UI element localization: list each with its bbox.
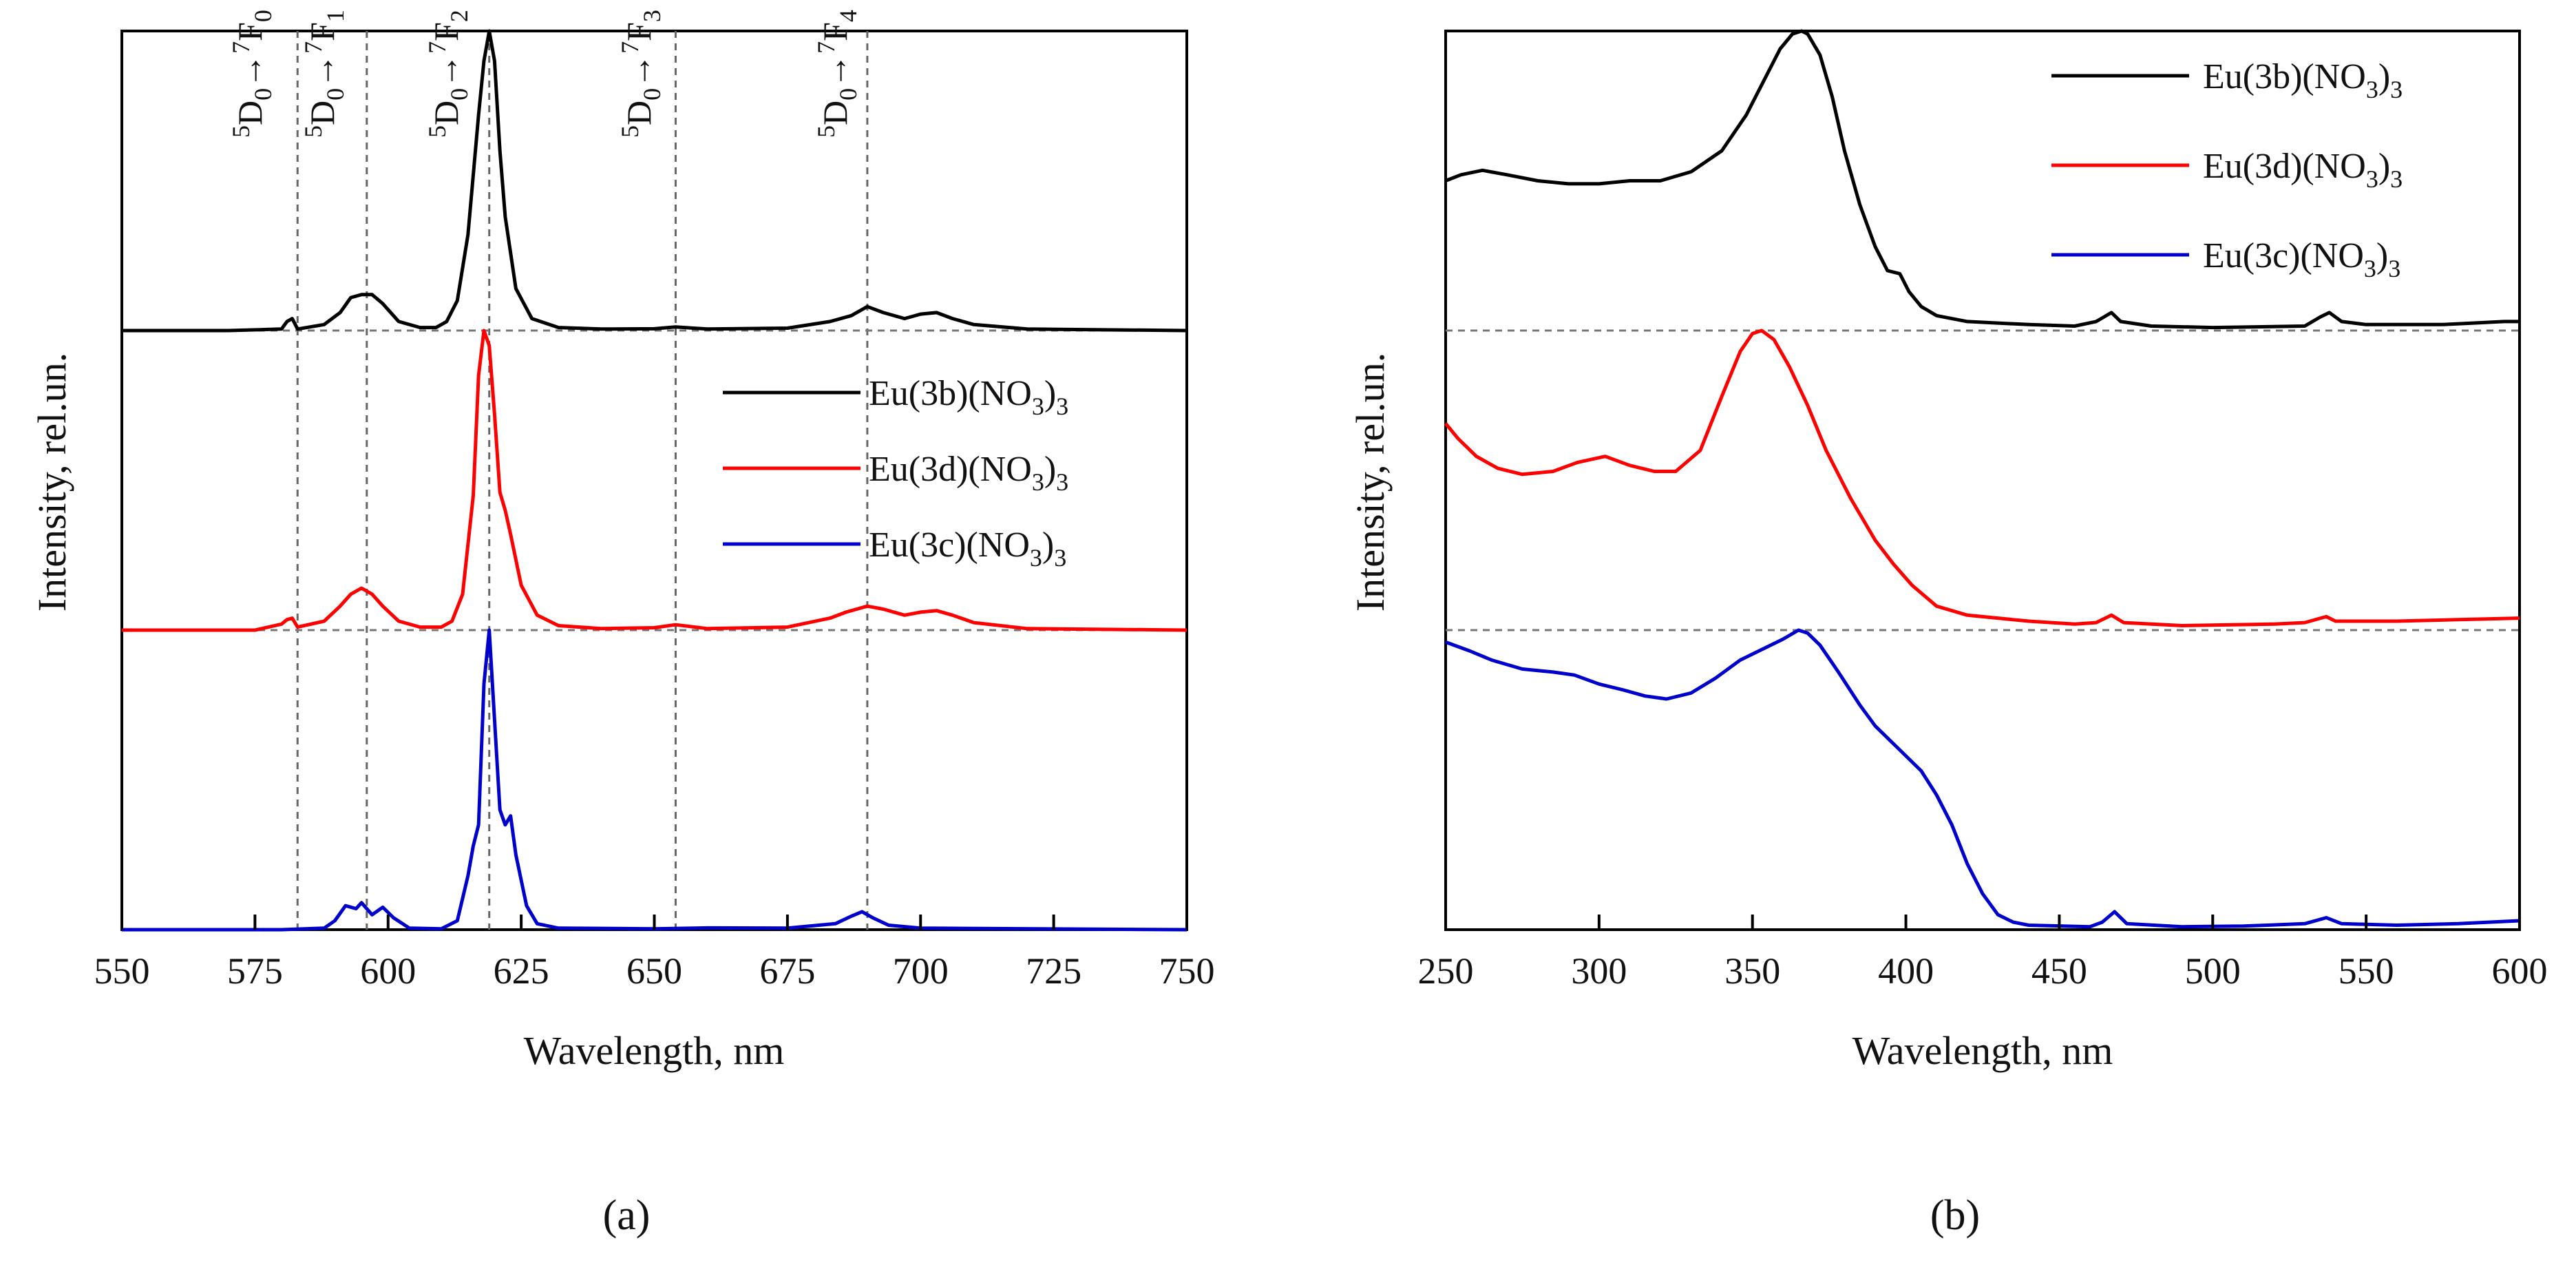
series-a — [122, 29, 1187, 932]
legend-label-3d-a: Eu(3d)(NO3)3 — [869, 450, 1068, 496]
transition-lines-a — [296, 31, 869, 930]
x-ticks-a: 550 575 600 625 650 675 700 725 750 — [94, 915, 1215, 992]
legend-b: Eu(3b)(NO3)3 Eu(3d)(NO3)3 Eu(3c)(NO3)3 — [2051, 57, 2403, 282]
x-tick-label-a-2: 575 — [227, 950, 283, 992]
transition-label-3: 5D0→7F2 — [423, 10, 473, 138]
y-axis-title-a: Intensity, rel.un. — [30, 353, 74, 612]
x-tick-label-b-5: 450 — [2031, 950, 2087, 992]
legend-label-3d-b: Eu(3d)(NO3)3 — [2203, 147, 2403, 193]
series-line-a-2 — [122, 328, 1187, 632]
y-axis-title-b: Intensity, rel.un. — [1348, 353, 1393, 612]
x-tick-label-b-1: 250 — [1418, 950, 1474, 992]
plot-frame-b — [1444, 30, 2521, 931]
series-line-b-2 — [1444, 328, 2520, 627]
x-tick-label-a-3: 600 — [360, 950, 416, 992]
x-tick-label-a-7: 700 — [893, 950, 949, 992]
transition-label-2: 5D0→7F1 — [299, 10, 349, 138]
baselines-b — [1446, 329, 2520, 631]
series-b — [1444, 29, 2520, 929]
legend-label-3c-a: Eu(3c)(NO3)3 — [869, 525, 1066, 572]
series-line-b-3 — [1445, 628, 2520, 929]
x-tick-label-a-9: 750 — [1159, 950, 1215, 992]
x-tick-label-a-6: 675 — [759, 950, 815, 992]
legend-label-3b-b: Eu(3b)(NO3)3 — [2203, 57, 2403, 103]
x-tick-label-a-4: 625 — [494, 950, 549, 992]
x-tick-label-b-4: 400 — [1878, 950, 1934, 992]
panel-a: 550 575 600 625 650 675 700 725 750 5D0→7F0 5D0→… — [30, 10, 1215, 1239]
series-line-b-1 — [1445, 29, 2520, 330]
x-tick-label-a-5: 650 — [626, 950, 682, 992]
x-tick-label-b-2: 300 — [1571, 950, 1627, 992]
x-tick-label-b-6: 500 — [2185, 950, 2241, 992]
transition-labels-a: 5D0→7F0 5D0→7F1 5D0→7F2 5D0→7F3 5D0→7F4 — [227, 10, 862, 138]
x-axis-title-a: Wavelength, nm — [524, 1028, 785, 1073]
legend-label-3c-b: Eu(3c)(NO3)3 — [2203, 236, 2400, 282]
transition-label-1: 5D0→7F0 — [227, 10, 277, 138]
panel-b: 250 300 350 400 450 500 550 600 Eu(3b)(NO3)3 Eu… — [1348, 29, 2548, 1239]
baselines-a — [122, 329, 1187, 631]
x-tick-label-b-8: 600 — [2492, 950, 2548, 992]
x-ticks-b: 250 300 350 400 450 500 550 600 — [1418, 915, 2548, 992]
panel-label-b: (b) — [1930, 1192, 1980, 1239]
transition-label-4: 5D0→7F3 — [616, 10, 666, 138]
series-line-a-3 — [122, 628, 1187, 932]
transition-label-5: 5D0→7F4 — [812, 10, 862, 138]
x-tick-label-b-7: 550 — [2339, 950, 2394, 992]
x-axis-title-b: Wavelength, nm — [1852, 1028, 2113, 1073]
legend-a: Eu(3b)(NO3)3 Eu(3d)(NO3)3 Eu(3c)(NO3)3 — [723, 374, 1068, 572]
series-line-a-1 — [122, 29, 1187, 333]
panel-label-a: (a) — [603, 1192, 651, 1239]
x-tick-label-a-1: 550 — [94, 950, 150, 992]
legend-label-3b-a: Eu(3b)(NO3)3 — [869, 374, 1068, 420]
x-tick-label-a-8: 725 — [1026, 950, 1081, 992]
x-tick-label-b-3: 350 — [1724, 950, 1780, 992]
